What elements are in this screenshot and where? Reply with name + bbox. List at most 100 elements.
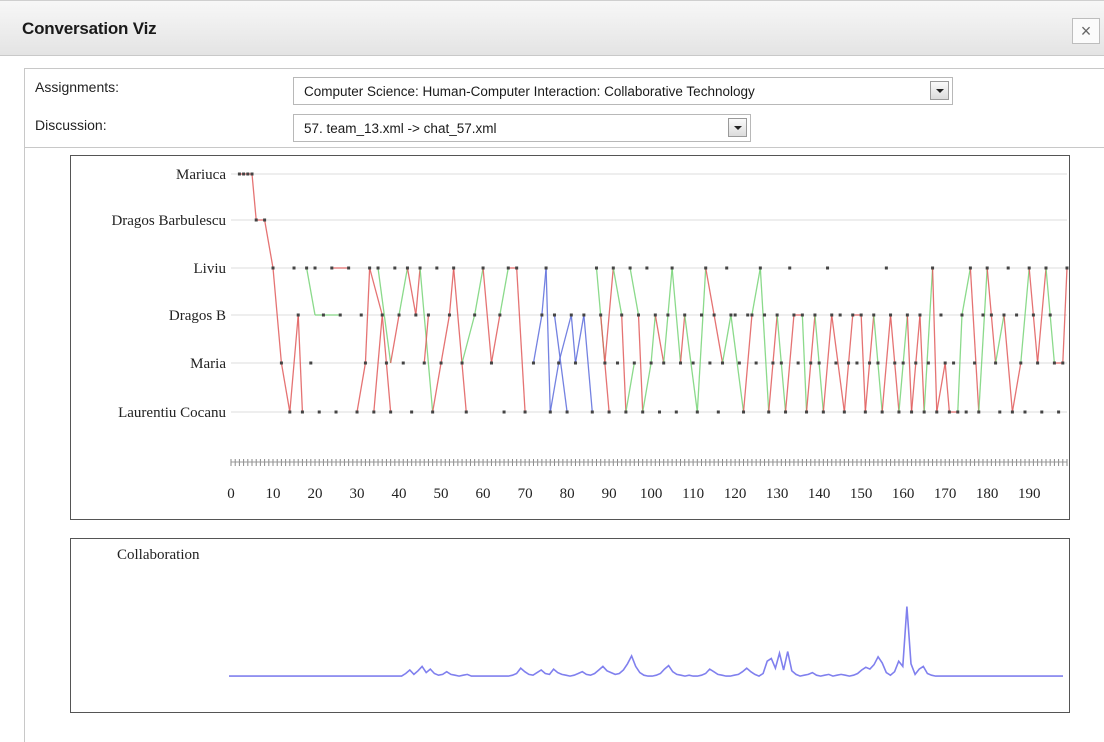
utterance-point (489, 361, 493, 365)
utterance-link (730, 314, 745, 413)
utterance-point (935, 410, 939, 414)
utterance-link (305, 267, 316, 316)
close-button[interactable]: × (1072, 18, 1100, 44)
utterance-point (662, 361, 666, 365)
utterance-link (583, 314, 593, 413)
utterance-point (531, 361, 535, 365)
utterance-point (868, 361, 872, 365)
utterance-link (931, 267, 938, 413)
utterance-point (750, 313, 754, 317)
utterance-point (1019, 361, 1023, 365)
utterance-point (321, 313, 325, 317)
tick-label: 90 (602, 486, 617, 502)
utterance-point (712, 313, 716, 317)
utterance-point (805, 410, 809, 414)
utterance-point (498, 313, 502, 317)
utterance-point (1010, 410, 1014, 414)
utterance-point (658, 410, 662, 414)
utterance-point (435, 266, 439, 270)
utterance-point (569, 313, 573, 317)
utterance-point (910, 410, 914, 414)
utterance-point (809, 361, 813, 365)
utterance-link (474, 267, 484, 316)
participant-label: Mariuca (176, 167, 226, 183)
utterance-link (654, 314, 665, 364)
utterance-point (746, 313, 750, 317)
assignments-select-value: Computer Science: Human-Computer Interac… (304, 84, 755, 99)
utterance-link (432, 362, 442, 413)
utterance-point (973, 361, 977, 365)
utterance-point (334, 410, 338, 414)
collaboration-panel: Collaboration (70, 538, 1070, 713)
utterance-point (548, 410, 552, 414)
utterance-link (860, 314, 867, 413)
tick-label: 60 (476, 486, 491, 502)
utterance-point (926, 361, 930, 365)
utterance-point (599, 313, 603, 317)
assignments-select[interactable]: Computer Science: Human-Computer Interac… (293, 77, 953, 105)
utterance-link (553, 314, 568, 413)
utterance-point (695, 410, 699, 414)
utterance-link (545, 267, 551, 413)
utterance-point (452, 266, 456, 270)
discussion-select-value: 57. team_13.xml -> chat_57.xml (304, 121, 497, 136)
content-border (24, 148, 25, 742)
utterance-point (506, 266, 510, 270)
utterance-point (725, 266, 729, 270)
utterance-point (767, 410, 771, 414)
utterance-link (423, 314, 430, 364)
chevron-down-icon[interactable] (728, 118, 747, 137)
utterance-point (956, 410, 960, 414)
utterance-point (989, 313, 993, 317)
utterance-point (679, 361, 683, 365)
utterance-point (830, 313, 834, 317)
discussion-label: Discussion: (35, 117, 107, 133)
utterance-link (625, 362, 635, 413)
utterance-point (1027, 266, 1031, 270)
utterance-link (961, 267, 972, 316)
utterance-point (431, 410, 435, 414)
utterance-point (931, 266, 935, 270)
utterance-point (426, 313, 430, 317)
utterance-point (418, 266, 422, 270)
utterance-point (670, 266, 674, 270)
utterance-point (641, 410, 645, 414)
utterance-point (1031, 313, 1035, 317)
utterance-link (696, 267, 707, 413)
utterance-point (876, 361, 880, 365)
utterance-point (636, 313, 640, 317)
utterance-link (272, 267, 283, 364)
utterance-point (834, 361, 838, 365)
utterance-point (754, 361, 758, 365)
utterance-point (565, 410, 569, 414)
tick-label: 70 (518, 486, 533, 502)
conversation-graph: Mariuca Dragos Barbulescu Liviu Dragos B Mar… (111, 167, 1069, 502)
utterance-link (406, 267, 417, 316)
utterance-point (742, 410, 746, 414)
utterance-point (1040, 410, 1044, 414)
utterance-point (763, 313, 767, 317)
discussion-select[interactable]: 57. team_13.xml -> chat_57.xml (293, 114, 751, 142)
utterance-point (1002, 313, 1006, 317)
utterance-link (364, 267, 371, 364)
utterance-point (863, 410, 867, 414)
utterance-point (704, 266, 708, 270)
utterance-link (721, 314, 732, 364)
utterance-point (263, 218, 267, 222)
window-title: Conversation Viz (22, 19, 157, 38)
participant-label: Dragos B (169, 308, 226, 324)
utterance-point (1048, 313, 1052, 317)
utterance-point (313, 266, 317, 270)
utterance-point (296, 313, 300, 317)
collaboration-title: Collaboration (117, 547, 200, 563)
utterance-point (792, 313, 796, 317)
utterance-point (389, 410, 393, 414)
utterance-point (977, 410, 981, 414)
tick-label: 150 (850, 486, 873, 502)
participant-label: Liviu (194, 261, 227, 277)
utterance-point (544, 266, 548, 270)
chevron-down-icon[interactable] (930, 81, 949, 100)
utterance-point (540, 313, 544, 317)
utterance-link (453, 267, 467, 413)
collaboration-chart: Collaboration (117, 547, 1063, 677)
